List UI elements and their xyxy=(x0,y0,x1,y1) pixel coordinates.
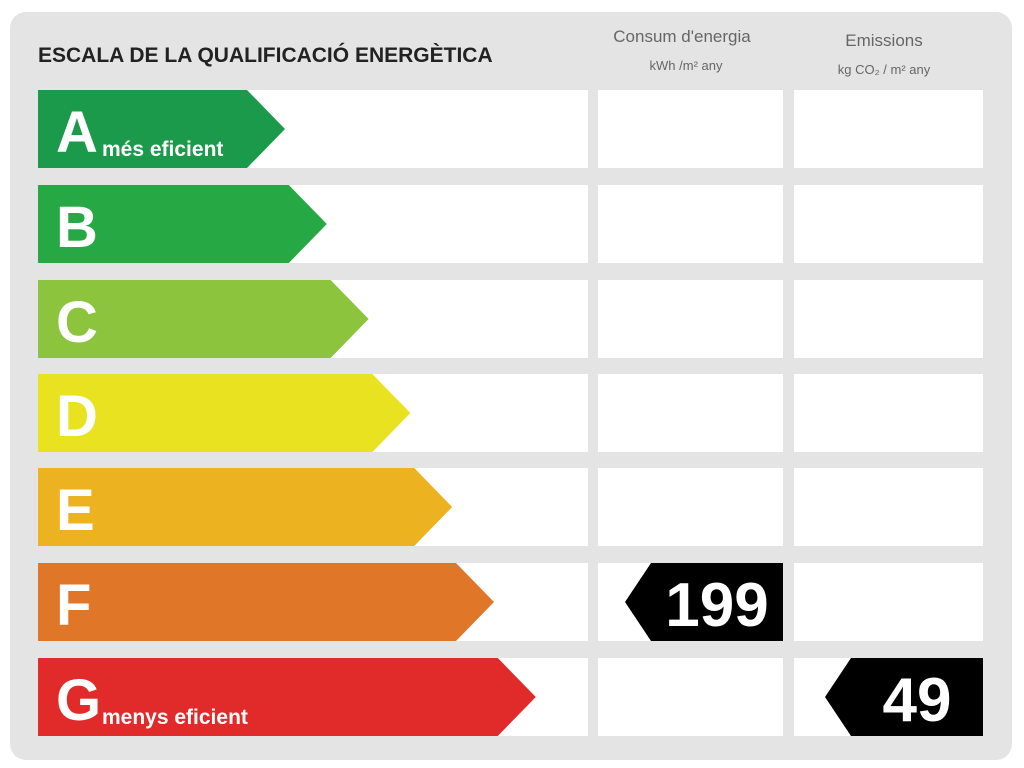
class-letter: G xyxy=(56,668,101,733)
value-cell xyxy=(598,90,783,168)
class-arrow xyxy=(38,468,453,546)
class-arrow xyxy=(38,563,494,641)
class-letter: D xyxy=(56,384,98,449)
value-cell xyxy=(598,468,783,546)
label-title: ESCALA DE LA QUALIFICACIÓ ENERGÈTICA xyxy=(38,43,493,67)
class-letter: F xyxy=(56,573,91,638)
class-letter: E xyxy=(56,478,95,543)
value-cell xyxy=(794,90,983,168)
indicator-arrow xyxy=(625,563,783,641)
value-cell xyxy=(794,468,983,546)
column-title: Emissions xyxy=(845,31,922,50)
column-unit: kg CO₂ / m² any xyxy=(838,62,931,77)
column-unit: kWh /m² any xyxy=(650,58,723,73)
class-arrow xyxy=(38,658,536,736)
class-note: menys eficient xyxy=(102,706,248,729)
value-cell xyxy=(794,280,983,358)
class-letter: C xyxy=(56,290,98,355)
value-cell xyxy=(598,658,783,736)
indicator-value: 199 xyxy=(665,571,768,640)
class-arrow xyxy=(38,280,369,358)
value-cell xyxy=(794,563,983,641)
value-cell xyxy=(794,185,983,263)
value-cell xyxy=(794,374,983,452)
class-letter: A xyxy=(56,100,98,165)
indicator-value: 49 xyxy=(883,666,952,735)
column-title: Consum d'energia xyxy=(613,27,751,46)
class-arrow xyxy=(38,185,327,263)
class-letter: B xyxy=(56,195,98,260)
class-note: més eficient xyxy=(102,138,223,161)
value-cell xyxy=(598,185,783,263)
class-arrow xyxy=(38,374,411,452)
class-arrow xyxy=(38,90,285,168)
indicator-arrow xyxy=(825,658,983,736)
value-cell xyxy=(598,374,783,452)
value-cell xyxy=(598,280,783,358)
